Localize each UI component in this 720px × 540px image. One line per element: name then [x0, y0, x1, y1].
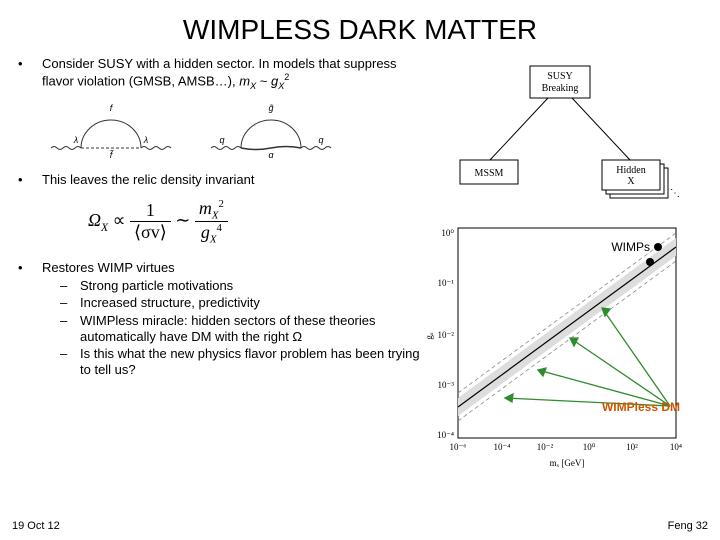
gx-sq: 2 [284, 72, 289, 82]
footer-date: 19 Oct 12 [12, 520, 60, 532]
svg-text:f̃: f̃ [110, 149, 115, 158]
f2d-p: 4 [216, 222, 221, 234]
feynman-diagram-1: f f̃ λ λ [46, 103, 176, 158]
bullet-2-text: This leaves the relic density invariant [42, 172, 420, 188]
footer-page: Feng 32 [668, 520, 708, 532]
sub-item: –WIMPless miracle: hidden sectors of the… [42, 313, 420, 346]
svg-text:10⁻⁴: 10⁻⁴ [437, 430, 454, 440]
svg-text:10⁻²: 10⁻² [438, 330, 455, 340]
svg-text:10⁴: 10⁴ [670, 442, 682, 452]
svg-text:SUSY: SUSY [547, 71, 573, 82]
svg-text:gₓ: gₓ [424, 332, 434, 340]
svg-text:10⁰: 10⁰ [441, 228, 454, 238]
bullet-1: • Consider SUSY with a hidden sector. In… [18, 56, 420, 93]
svg-text:g̃: g̃ [268, 103, 274, 113]
svg-text:10⁻²: 10⁻² [537, 442, 554, 452]
left-column: • Consider SUSY with a hidden sector. In… [10, 56, 420, 476]
gx-vs-mx-plot: 10⁻⁶ 10⁻⁴ 10⁻² 10⁰ 10² 10⁴ 10⁻⁴ 10⁻³ 10⁻… [420, 216, 690, 476]
svg-text:λ: λ [143, 135, 148, 145]
svg-text:Breaking: Breaking [542, 83, 579, 94]
sub-item-text: Increased structure, predictivity [80, 295, 260, 311]
bullet-1-prefix: Consider SUSY with a hidden sector. In m… [42, 56, 397, 89]
svg-text:f: f [110, 103, 114, 113]
svg-text:10⁻⁶: 10⁻⁶ [450, 442, 467, 452]
bullet-1-text: Consider SUSY with a hidden sector. In m… [42, 56, 420, 93]
svg-text:Hidden: Hidden [616, 165, 645, 176]
feynman-diagram-2: g̃ g q q [206, 103, 336, 158]
svg-text:10⁰: 10⁰ [583, 442, 596, 452]
gx-sub: X [278, 81, 284, 91]
f2d-g: g [201, 222, 210, 242]
right-column: SUSY Breaking MSSM Hidden X ⋱ [420, 56, 710, 476]
sub-item-text: Strong particle motivations [80, 278, 233, 294]
bullet-3-head: Restores WIMP virtues [42, 260, 420, 276]
svg-text:λ: λ [73, 135, 78, 145]
tilde: ~ [256, 74, 271, 89]
svg-text:10⁻³: 10⁻³ [438, 380, 455, 390]
svg-text:q: q [318, 135, 323, 145]
f-den1: ⟨σv⟩ [130, 222, 171, 243]
f2n-m: m [199, 198, 212, 218]
wimps-label-text: WIMPs [611, 240, 650, 254]
f-omega: Ω [88, 210, 101, 230]
svg-text:q: q [219, 135, 224, 145]
hierarchy-diagram: SUSY Breaking MSSM Hidden X ⋱ [430, 56, 690, 201]
svg-text:⋱: ⋱ [670, 188, 680, 199]
plot-container: 10⁻⁶ 10⁻⁴ 10⁻² 10⁰ 10² 10⁴ 10⁻⁴ 10⁻³ 10⁻… [420, 216, 690, 476]
svg-text:10²: 10² [626, 442, 638, 452]
svg-text:mₓ [GeV]: mₓ [GeV] [550, 458, 585, 468]
sub-item: –Increased structure, predictivity [42, 295, 420, 311]
f-tilde: ∼ [171, 210, 195, 230]
svg-text:10⁻¹: 10⁻¹ [438, 278, 455, 288]
main-content: • Consider SUSY with a hidden sector. In… [0, 56, 720, 476]
mx-m: m [239, 74, 250, 89]
svg-text:g: g [268, 150, 273, 158]
wimps-label: WIMPs [611, 240, 662, 254]
f2n-s: X [212, 209, 219, 221]
page-title: WIMPLESS DARK MATTER [0, 0, 720, 56]
svg-text:X: X [627, 176, 635, 187]
bullet-3-sublist: –Strong particle motivations –Increased … [42, 278, 420, 379]
bullet-marker: • [18, 56, 42, 93]
sub-item: –Strong particle motivations [42, 278, 420, 294]
svg-text:10⁻⁴: 10⁻⁴ [494, 442, 511, 452]
feynman-row: f f̃ λ λ g̃ g q q [46, 103, 420, 158]
f-prop: ∝ [108, 210, 130, 230]
bullet-2: • This leaves the relic density invarian… [18, 172, 420, 188]
bullet-3: • Restores WIMP virtues –Strong particle… [18, 260, 420, 379]
relic-density-formula: ΩX ∝ 1⟨σv⟩ ∼ mX2gX4 [88, 198, 420, 246]
svg-text:MSSM: MSSM [475, 168, 504, 179]
wimp-dot-icon [654, 243, 662, 251]
f2n-q: 2 [218, 198, 223, 210]
sub-item-text: Is this what the new physics flavor prob… [80, 346, 420, 379]
f-num1: 1 [130, 200, 171, 222]
wimpless-label: WIMPless DM [602, 400, 680, 414]
sub-item: –Is this what the new physics flavor pro… [42, 346, 420, 379]
sub-item-text: WIMPless miracle: hidden sectors of thes… [80, 313, 420, 346]
f2d-s: X [210, 234, 217, 246]
bullet-marker: • [18, 172, 42, 188]
bullet-marker: • [18, 260, 42, 379]
bullet-3-body: Restores WIMP virtues –Strong particle m… [42, 260, 420, 379]
